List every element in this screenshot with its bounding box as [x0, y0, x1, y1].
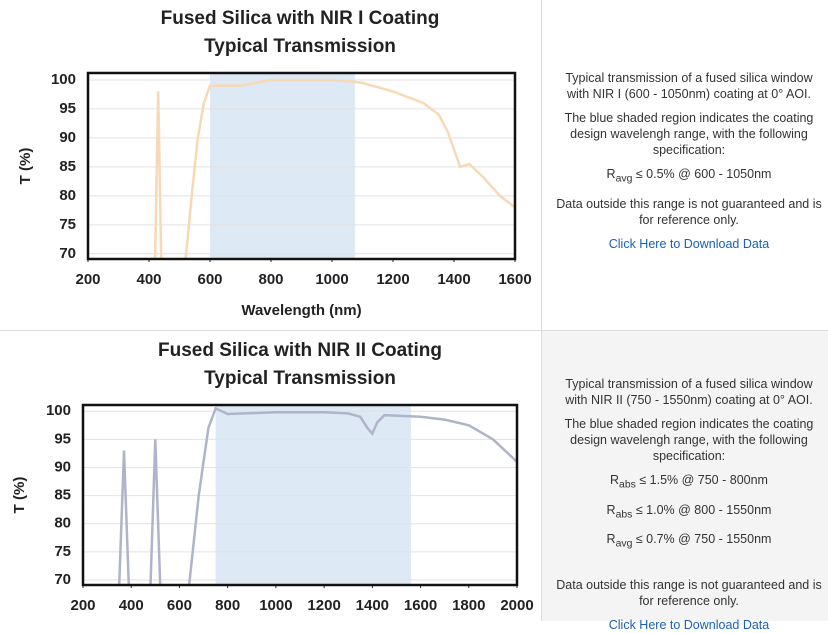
spec: Rabs ≤ 1.5% @ 750 - 800nm	[554, 472, 824, 494]
note: Data outside this range is not guarantee…	[556, 577, 822, 608]
x-tick-label: 800	[258, 271, 283, 288]
spec-text: ≤ 1.0% @ 800 - 1550nm	[635, 502, 772, 517]
x-tick-label: 1000	[315, 271, 348, 288]
y-tick-label: 80	[59, 187, 76, 204]
y-tick-label: 95	[59, 100, 76, 117]
x-tick-label: 800	[215, 597, 240, 614]
chart-subtitle: Typical Transmission	[204, 36, 396, 57]
divider	[0, 330, 828, 331]
spec-text: ≤ 1.5% @ 750 - 800nm	[639, 473, 768, 487]
spec-symbol: R	[610, 473, 620, 487]
spec-symbol: R	[606, 167, 616, 181]
plot-frame	[86, 71, 517, 261]
chart-subtitle: Typical Transmission	[204, 368, 396, 389]
x-tick-label: 1000	[259, 597, 292, 614]
spec: Rabs ≤ 1.0% @ 800 - 1550nm	[554, 502, 824, 524]
description: The blue shaded region indicates the coa…	[564, 417, 814, 463]
x-tick-label: 2000	[500, 597, 533, 614]
spec-list: Ravg ≤ 0.5% @ 600 - 1050nm	[554, 166, 824, 188]
info-panel: Typical transmission of a fused silica w…	[541, 0, 828, 330]
y-tick-label: 75	[54, 543, 71, 560]
spec-text: ≤ 0.7% @ 750 - 1550nm	[635, 532, 772, 546]
shaded-region	[210, 73, 355, 259]
x-tick-label: 1400	[356, 597, 389, 614]
y-axis-label: T (%)	[17, 148, 34, 185]
y-tick-label: 90	[54, 458, 71, 475]
download-link[interactable]: Click Here to Download Data	[608, 617, 770, 632]
y-tick-label: 85	[59, 158, 76, 175]
x-tick-label: 600	[167, 597, 192, 614]
chart-title: Fused Silica with NIR I Coating	[161, 8, 440, 29]
spec-subscript: abs	[619, 479, 636, 491]
x-tick-label: 600	[197, 271, 222, 288]
data-line	[153, 78, 515, 259]
spec-text: ≤ 0.5% @ 600 - 1050nm	[635, 167, 772, 181]
spec-subscript: avg	[615, 538, 633, 550]
y-tick-label: 70	[59, 245, 76, 262]
description: Typical transmission of a fused silica w…	[565, 71, 813, 101]
y-tick-label: 90	[59, 129, 76, 146]
download-link[interactable]: Click Here to Download Data	[608, 236, 770, 251]
note: Data outside this range is not guarantee…	[556, 196, 822, 227]
y-tick-label: 75	[59, 216, 76, 233]
spec: Ravg ≤ 0.5% @ 600 - 1050nm	[554, 166, 824, 188]
y-tick-label: 95	[54, 430, 71, 447]
description: The blue shaded region indicates the coa…	[564, 111, 814, 157]
x-tick-label: 1200	[376, 271, 409, 288]
plot-frame	[81, 403, 519, 587]
description: Typical transmission of a fused silica w…	[565, 377, 813, 407]
x-tick-label: 400	[136, 271, 161, 288]
spec-symbol: R	[606, 532, 616, 546]
y-tick-label: 85	[54, 487, 71, 504]
y-tick-label: 100	[51, 71, 76, 88]
x-tick-label: 200	[70, 597, 95, 614]
chart-title: Fused Silica with NIR II Coating	[158, 340, 442, 361]
spec-list: Rabs ≤ 1.5% @ 750 - 800nm Rabs ≤ 1.0% @ 8…	[554, 472, 824, 553]
x-tick-label: 400	[119, 597, 144, 614]
shaded-region	[215, 405, 411, 585]
data-line	[117, 406, 517, 585]
charts: Fused Silica with NIR I Coating Typical T…	[11, 8, 534, 614]
y-tick-label: 100	[46, 402, 71, 419]
x-axis-label: Wavelength (nm)	[241, 302, 361, 319]
y-axis-label: T (%)	[11, 477, 28, 514]
spec-symbol: R	[606, 502, 616, 517]
x-tick-label: 1400	[437, 271, 470, 288]
x-tick-label: 1200	[307, 597, 340, 614]
info-panel: Typical transmission of a fused silica w…	[541, 331, 828, 632]
x-tick-label: 200	[75, 271, 100, 288]
x-tick-label: 1800	[452, 597, 485, 614]
spec-subscript: abs	[615, 509, 633, 520]
spec: Ravg ≤ 0.7% @ 750 - 1550nm	[554, 531, 824, 553]
spec-subscript: avg	[615, 173, 633, 185]
x-tick-label: 1600	[498, 271, 531, 288]
y-tick-label: 80	[54, 515, 71, 532]
y-tick-label: 70	[54, 571, 71, 588]
x-tick-label: 1600	[404, 597, 437, 614]
